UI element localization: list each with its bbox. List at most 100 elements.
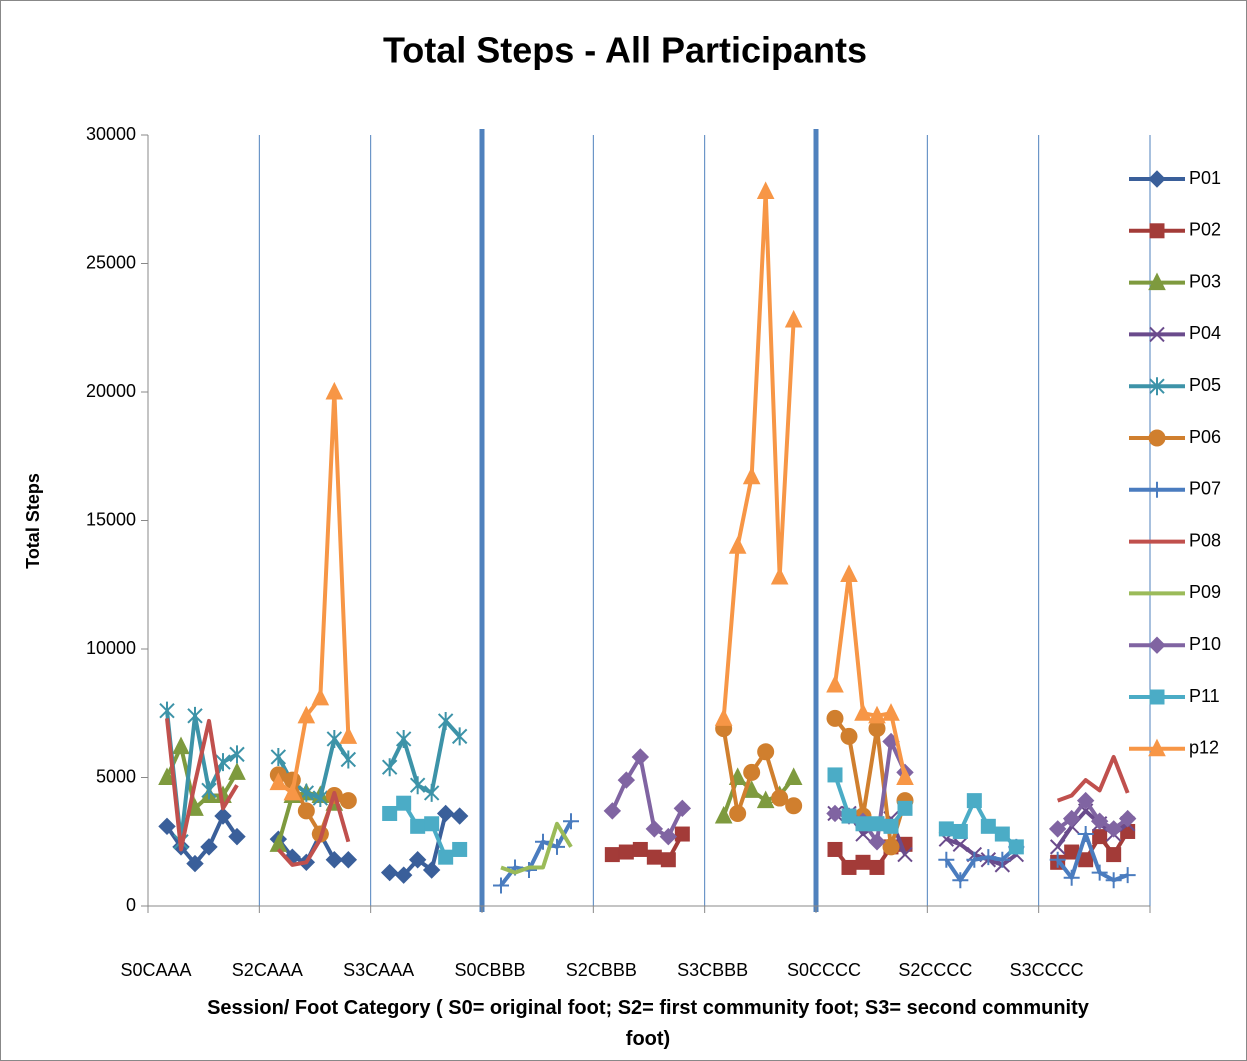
point: [229, 745, 245, 764]
series: [165, 718, 1130, 867]
legend-marker: [1148, 272, 1166, 291]
point: [1148, 738, 1166, 757]
legend-marker: [1148, 636, 1166, 654]
legend-label: P05: [1189, 375, 1221, 395]
point: [1063, 869, 1080, 886]
point: [632, 841, 648, 857]
point: [938, 821, 954, 837]
legend-marker: [1149, 223, 1165, 239]
legend-marker: [1149, 326, 1165, 343]
line: [721, 189, 796, 719]
point: [660, 852, 676, 868]
x-tick-label: S3CBBB: [677, 960, 748, 980]
legend-label: P08: [1189, 530, 1221, 550]
legend-label: P11: [1189, 686, 1220, 706]
point: [1148, 429, 1166, 447]
line: [833, 572, 907, 778]
point: [311, 687, 330, 706]
legend-marker: [1148, 738, 1166, 757]
legend-marker: [1149, 689, 1165, 705]
legend-marker: [1149, 481, 1165, 498]
point: [187, 706, 203, 725]
point: [159, 701, 175, 720]
point: [395, 729, 412, 748]
y-tick-label: 10000: [86, 638, 136, 658]
point: [409, 776, 426, 795]
point: [1092, 829, 1108, 845]
line: [387, 718, 462, 795]
chart-title: Total Steps - All Participants: [383, 30, 867, 71]
point: [756, 181, 775, 200]
legend-marker: [1148, 429, 1166, 447]
point: [493, 877, 509, 894]
point: [339, 792, 357, 810]
point: [325, 381, 344, 400]
point: [423, 783, 440, 802]
point: [646, 849, 662, 865]
point: [757, 743, 775, 761]
legend-label: P03: [1189, 271, 1221, 291]
point: [826, 709, 844, 727]
point: [980, 818, 996, 834]
point: [269, 772, 288, 791]
point: [952, 836, 969, 853]
point: [326, 729, 343, 748]
point: [396, 795, 412, 811]
line: [276, 790, 351, 867]
x-tick-label: S2CCCC: [898, 960, 972, 980]
point: [172, 736, 190, 755]
point: [1149, 377, 1165, 396]
point: [380, 863, 399, 882]
x-tick-label: S3CCCC: [1010, 960, 1084, 980]
point: [743, 763, 761, 781]
line: [165, 718, 239, 852]
point: [1048, 820, 1067, 838]
point: [437, 711, 454, 730]
point: [826, 674, 844, 693]
point: [673, 799, 692, 818]
point: [424, 816, 440, 832]
point: [1118, 809, 1137, 828]
line: [610, 754, 685, 839]
point: [1149, 326, 1165, 343]
y-tick-label: 5000: [96, 766, 136, 786]
point: [270, 747, 287, 766]
series: [269, 181, 914, 801]
point: [897, 800, 913, 816]
point: [827, 841, 843, 857]
point: [952, 823, 968, 839]
point: [980, 849, 997, 866]
point: [631, 748, 650, 766]
series: [382, 767, 1024, 865]
point: [563, 813, 579, 830]
point: [869, 859, 885, 875]
point: [1008, 839, 1024, 855]
point: [841, 859, 857, 875]
point: [1090, 812, 1109, 830]
point: [855, 816, 871, 832]
point: [770, 566, 789, 585]
point: [714, 805, 733, 824]
point: [896, 767, 914, 785]
legend-label: p12: [1189, 738, 1219, 758]
point: [228, 762, 246, 780]
point: [1149, 223, 1165, 239]
legend-marker: [1148, 170, 1166, 188]
line: [944, 845, 1018, 883]
point: [283, 782, 302, 801]
point: [1148, 272, 1166, 291]
legend-marker: [1149, 377, 1165, 396]
point: [1104, 820, 1123, 838]
point: [228, 827, 246, 846]
legend-label: P02: [1189, 220, 1221, 240]
point: [339, 851, 358, 869]
legend-label: P04: [1189, 323, 1221, 343]
point: [869, 816, 885, 832]
point: [1091, 864, 1108, 881]
point: [1077, 826, 1094, 843]
point: [158, 767, 176, 785]
x-tick-label: S0CCCC: [787, 960, 861, 980]
point: [1049, 839, 1066, 855]
point: [994, 826, 1010, 842]
